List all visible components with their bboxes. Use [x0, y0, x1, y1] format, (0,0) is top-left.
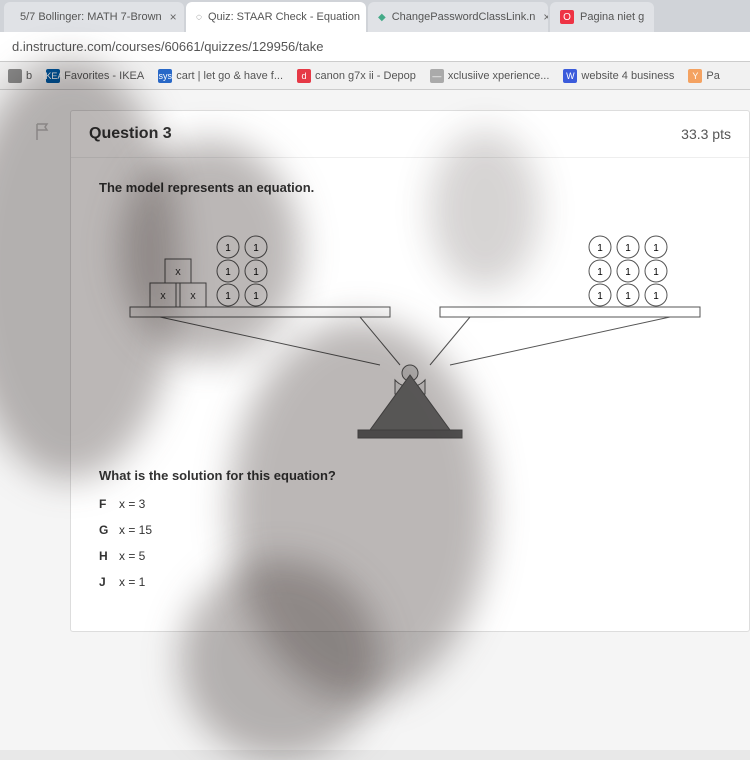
- svg-text:x: x: [160, 290, 166, 302]
- svg-text:1: 1: [253, 291, 259, 302]
- bookmark-b[interactable]: b: [8, 69, 32, 83]
- svg-text:x: x: [190, 290, 196, 302]
- svg-text:1: 1: [653, 243, 659, 254]
- bookmark-ikea[interactable]: IKEAFavorites - IKEA: [46, 69, 144, 83]
- choice-f[interactable]: Fx = 3: [99, 497, 721, 511]
- svg-text:1: 1: [597, 243, 603, 254]
- question-body: The model represents an equation.: [71, 158, 749, 631]
- tab-math[interactable]: 5/7 Bollinger: MATH 7-Brown ×: [4, 2, 184, 32]
- bookmark-depop[interactable]: dcanon g7x ii - Depop: [297, 69, 416, 83]
- choice-g[interactable]: Gx = 15: [99, 523, 721, 537]
- question-header: Question 3 33.3 pts: [71, 111, 749, 158]
- url-bar[interactable]: d.instructure.com/courses/60661/quizzes/…: [0, 32, 750, 62]
- close-icon[interactable]: ×: [170, 10, 177, 24]
- svg-text:1: 1: [597, 291, 603, 302]
- tab-pagina[interactable]: O Pagina niet g: [550, 2, 654, 32]
- question-card: Question 3 33.3 pts The model represents…: [70, 110, 750, 632]
- svg-text:1: 1: [653, 291, 659, 302]
- bookmarks-bar: b IKEAFavorites - IKEA syscart | let go …: [0, 62, 750, 90]
- tab-quiz-label: Quiz: STAAR Check - Equation: [208, 11, 360, 23]
- svg-text:1: 1: [597, 267, 603, 278]
- tab-classlink[interactable]: ◆ ChangePasswordClassLink.n ×: [368, 2, 548, 32]
- bookmark-xclusiive[interactable]: —xclusiive xperience...: [430, 69, 550, 83]
- close-icon[interactable]: ×: [543, 10, 548, 24]
- question-sub-prompt: What is the solution for this equation?: [99, 468, 721, 483]
- svg-text:1: 1: [225, 243, 231, 254]
- tab-strip: 5/7 Bollinger: MATH 7-Brown × ◌ Quiz: ST…: [0, 0, 750, 32]
- content-area: Question 3 33.3 pts The model represents…: [0, 90, 750, 750]
- svg-text:1: 1: [625, 267, 631, 278]
- svg-text:1: 1: [253, 267, 259, 278]
- answer-choices: Fx = 3 Gx = 15 Hx = 5 Jx = 1: [99, 497, 721, 589]
- svg-text:1: 1: [253, 243, 259, 254]
- choice-h[interactable]: Hx = 5: [99, 549, 721, 563]
- url-text: d.instructure.com/courses/60661/quizzes/…: [12, 39, 323, 54]
- tab-classlink-label: ChangePasswordClassLink.n: [392, 11, 536, 23]
- question-points: 33.3 pts: [681, 126, 731, 142]
- tab-pagina-icon: O: [560, 10, 574, 24]
- svg-text:1: 1: [225, 291, 231, 302]
- tab-pagina-label: Pagina niet g: [580, 11, 644, 23]
- flag-icon[interactable]: [34, 122, 52, 142]
- balance-scale-diagram: x x x 1 1 1 1 1 1 1 1 1 1 1 1 1 1 1: [99, 215, 721, 445]
- svg-text:1: 1: [225, 267, 231, 278]
- svg-text:x: x: [175, 266, 181, 278]
- bookmark-cart[interactable]: syscart | let go & have f...: [158, 69, 283, 83]
- svg-text:1: 1: [625, 243, 631, 254]
- bookmark-pa[interactable]: YPa: [688, 69, 719, 83]
- tab-math-label: 5/7 Bollinger: MATH 7-Brown: [20, 11, 162, 23]
- choice-j[interactable]: Jx = 1: [99, 575, 721, 589]
- bookmark-website4[interactable]: Wwebsite 4 business: [563, 69, 674, 83]
- svg-text:1: 1: [625, 291, 631, 302]
- tab-classlink-icon: ◆: [378, 10, 386, 24]
- question-prompt: The model represents an equation.: [99, 180, 721, 195]
- browser-chrome: 5/7 Bollinger: MATH 7-Brown × ◌ Quiz: ST…: [0, 0, 750, 90]
- question-number: Question 3: [89, 125, 172, 143]
- tab-quiz-icon: ◌: [196, 10, 202, 24]
- tab-quiz[interactable]: ◌ Quiz: STAAR Check - Equation ×: [186, 2, 366, 32]
- svg-text:1: 1: [653, 267, 659, 278]
